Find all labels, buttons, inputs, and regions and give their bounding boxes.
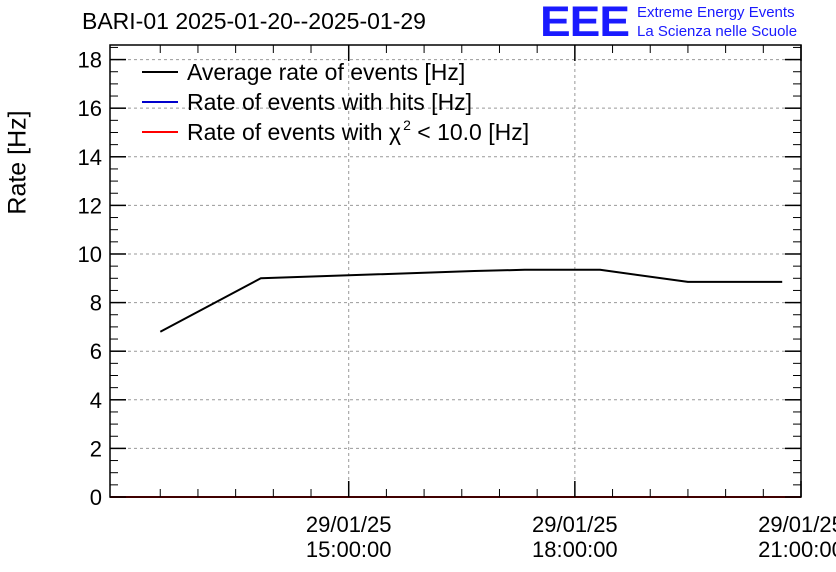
- y-tick-label: 14: [78, 145, 102, 170]
- logo-caption: Extreme Energy Events La Scienza nelle S…: [637, 3, 797, 41]
- legend-label-1: Rate of events with hits [Hz]: [187, 89, 472, 115]
- y-tick-label: 0: [90, 485, 102, 510]
- chart-title: BARI-01 2025-01-20--2025-01-29: [82, 8, 426, 34]
- y-tick-label: 10: [78, 242, 102, 267]
- logo-caption-line2: La Scienza nelle Scuole: [637, 23, 798, 40]
- x-tick-label-date: 29/01/25: [532, 512, 618, 537]
- y-tick-label: 8: [90, 291, 102, 316]
- plot-frame: [109, 44, 802, 498]
- y-tick-label: 16: [78, 96, 102, 121]
- x-tick-label-time: 21:00:00: [758, 537, 836, 562]
- y-tick-label: 4: [90, 388, 102, 413]
- y-tick-label: 6: [90, 339, 102, 364]
- x-tick-label-date: 29/01/25: [306, 512, 392, 537]
- legend-layer: Average rate of events [Hz] Rate of event…: [142, 59, 529, 145]
- grid-layer: [110, 45, 802, 497]
- series-layer: [110, 268, 801, 498]
- legend-label-0: Average rate of events [Hz]: [187, 59, 465, 85]
- y-tick-label: 2: [90, 436, 102, 461]
- x-tick-label-time: 18:00:00: [532, 537, 618, 562]
- y-tick-label: 18: [78, 48, 102, 73]
- logo-caption-line1: Extreme Energy Events: [637, 4, 795, 21]
- y-tick-label: 12: [78, 193, 102, 218]
- ticks-layer: 02468101214161829/01/2515:00:0029/01/251…: [78, 45, 836, 562]
- x-tick-label-date: 29/01/25: [758, 512, 836, 537]
- x-tick-label-time: 15:00:00: [306, 537, 392, 562]
- eee-logo: EEE: [540, 0, 630, 46]
- series-line-0: [159, 268, 783, 333]
